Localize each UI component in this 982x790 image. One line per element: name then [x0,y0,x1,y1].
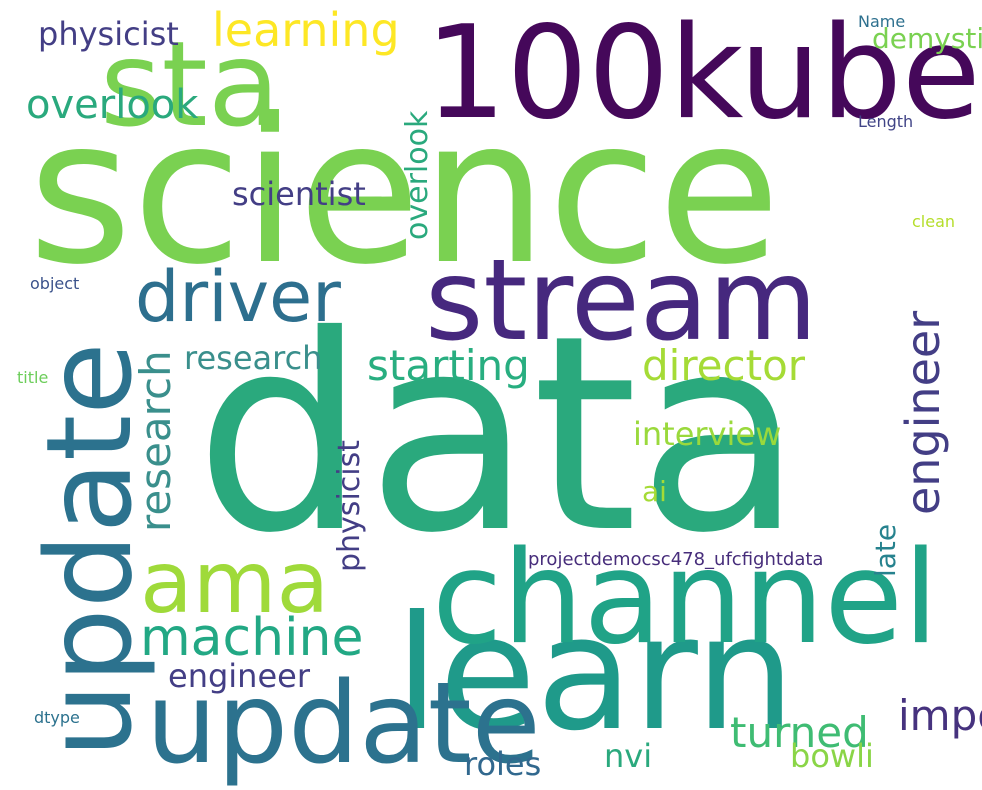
word-code: roles [464,745,542,783]
word-length: Length [858,112,914,131]
word-demystifying: engineer [168,657,310,695]
word-overlook: overlook [400,110,435,240]
word-machine: driver [135,256,341,338]
word-impor: scientist [232,175,366,213]
word-late: late [869,523,902,577]
word-nasa: nvi [604,737,653,775]
word-learn: learn [395,582,796,766]
word-turned: research [184,339,323,377]
word-hopefuls: bowli [790,737,874,775]
word-driver: ama [140,533,330,633]
word-learning: machine [140,608,364,668]
word-bowli: demystifying [872,22,982,55]
word-projectdemocsc478-ufcfightdata: projectdemocsc478_ufcfightdata [528,549,824,570]
word-stream: stream [425,236,818,366]
word-100kuber: 100kuber [425,0,982,148]
word-ama: update [146,659,541,789]
word-name: Name [858,12,906,31]
word-research: research [131,350,180,532]
word-sta: sta [100,15,281,153]
word-scientist: interview [633,415,782,453]
word-dtype: dtype [34,708,80,727]
word-title: title [17,368,49,387]
word-roles: physicist [38,15,179,53]
word-clean: clean [912,212,956,231]
word-engineer: engineer [896,310,950,515]
word-object: object [30,274,80,293]
word-interview: director [642,341,806,390]
word-science: science [28,76,781,309]
word-tim: ai [642,475,667,508]
word-im: impor [898,691,982,740]
word-director: starting [367,341,530,390]
word-starting: learning [212,3,400,57]
word-physicist: physicist [332,440,367,572]
word-data: data [195,277,804,592]
word-channel: channel [432,524,939,673]
word-ai: turned [730,708,869,757]
word-nvi: overlook [26,82,199,128]
